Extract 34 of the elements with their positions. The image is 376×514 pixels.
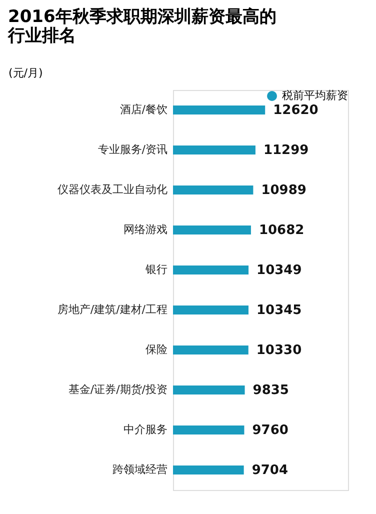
y-tick-label: 房地产/建筑/建材/工程 [57,303,168,316]
bar [173,346,248,354]
bar [173,226,251,234]
data-label: 12620 [273,103,318,118]
y-tick-label: 酒店/餐饮 [120,103,168,116]
y-tick-label: 保险 [146,343,168,356]
y-axis-title: (元/月) [8,66,43,80]
data-label: 9760 [252,423,288,438]
data-label: 9835 [252,383,289,398]
bar [173,266,249,274]
data-label: 10349 [256,263,302,278]
data-label: 11299 [263,143,309,158]
data-label: 10989 [261,183,306,198]
bar [173,426,244,434]
bar [173,306,248,314]
y-tick-label: 网络游戏 [124,223,168,236]
bar [173,466,244,474]
y-tick-label: 银行 [144,263,168,276]
data-label: 10330 [256,343,302,358]
y-tick-label: 仪器仪表及工业自动化 [58,183,168,196]
bar [173,386,245,394]
bar [173,106,266,114]
data-label: 9704 [252,463,288,478]
bar [173,186,254,194]
bar [173,146,256,154]
y-tick-label: 基金/证券/期货/投资 [68,383,168,396]
text: 行业排名 [8,26,76,46]
text: 2016年秋季求职期深圳薪资最高的 [8,7,276,27]
data-label: 10682 [258,223,304,238]
y-tick-label: 跨领域经营 [112,463,168,476]
data-label: 10345 [256,303,302,318]
y-tick-label: 专业服务/资讯 [98,143,168,156]
legend-label: 税前平均薪资 [282,89,348,102]
y-tick-label: 中介服务 [124,423,168,436]
